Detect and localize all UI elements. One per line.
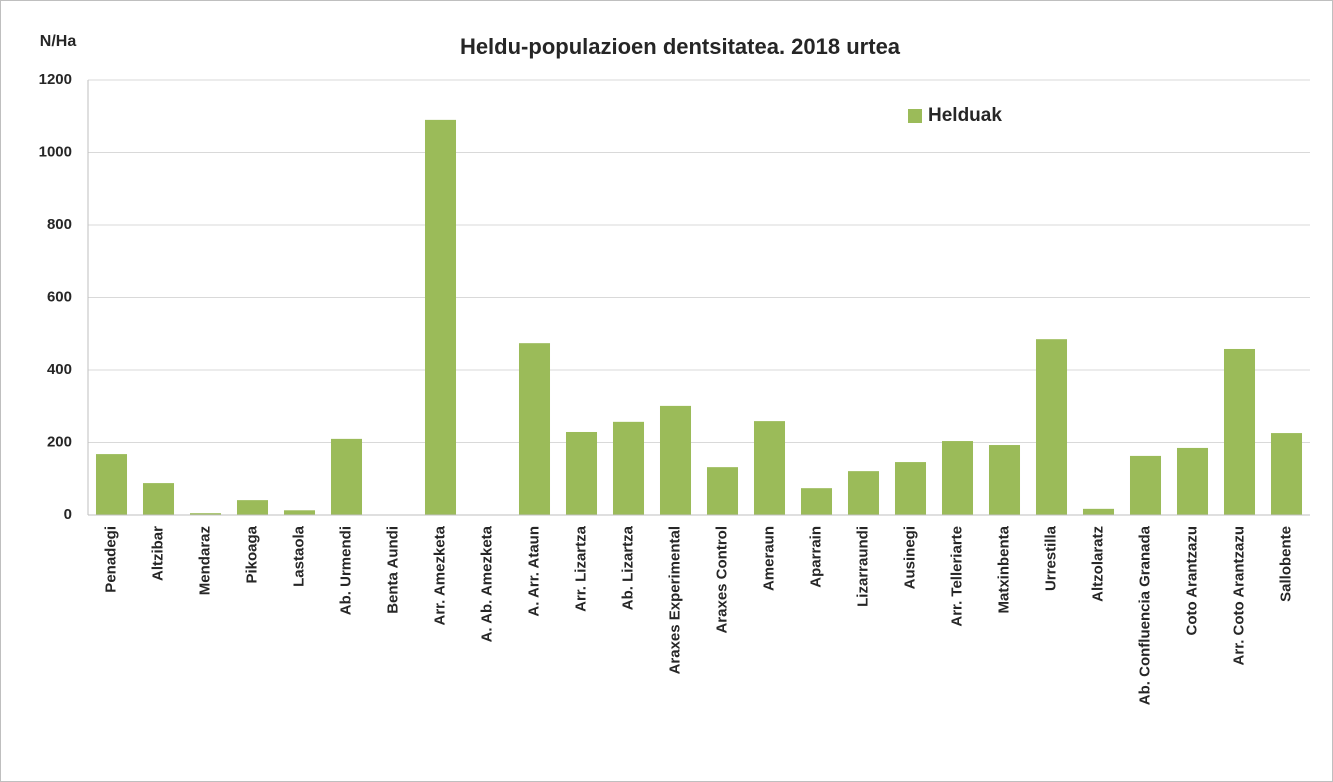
- y-tick-label: 1000: [39, 143, 72, 160]
- x-tick-label: Arr. Lizartza: [572, 525, 589, 612]
- x-tick-label: Lastaola: [290, 525, 307, 587]
- x-tick-label: A. Ab. Amezketa: [478, 525, 495, 642]
- x-tick-label: Altzibar: [149, 526, 166, 581]
- bar: [1035, 339, 1068, 515]
- x-tick-label: Penadegi: [102, 526, 119, 593]
- x-tick-label: Ab. Confluencia Granada: [1136, 525, 1153, 705]
- x-tick-label: Pikoaga: [243, 525, 260, 583]
- x-tick-label: Lizarraundi: [854, 526, 871, 607]
- x-tick-label: Aparrain: [807, 526, 824, 588]
- bar: [189, 513, 222, 515]
- y-tick-label: 1200: [39, 71, 72, 88]
- y-tick-label: 200: [47, 433, 72, 450]
- chart-title: Heldu-populazioen dentsitatea. 2018 urte…: [460, 34, 901, 59]
- x-tick-label: Sallobente: [1277, 526, 1294, 602]
- bar: [988, 445, 1021, 515]
- x-tick-label: Matxinbenta: [995, 525, 1012, 613]
- bar: [565, 431, 598, 515]
- x-tick-label: Arr. Telleriarte: [948, 526, 965, 627]
- y-tick-label: 400: [47, 361, 72, 378]
- x-tick-label: Ab. Lizartza: [619, 525, 636, 610]
- bar: [424, 119, 457, 515]
- x-tick-label: Coto Arantzazu: [1183, 526, 1200, 635]
- bar: [1223, 348, 1256, 515]
- x-tick-label: Arr. Coto Arantzazu: [1230, 526, 1247, 665]
- legend-label: Helduak: [928, 105, 1002, 126]
- bar: [1270, 433, 1303, 515]
- x-tick-label: A. Arr. Ataun: [525, 526, 542, 617]
- y-tick-label: 0: [64, 506, 72, 523]
- y-tick-label: 800: [47, 216, 72, 233]
- bar: [1176, 447, 1209, 515]
- bar: [142, 483, 175, 515]
- bar: [612, 421, 645, 515]
- y-tick-label: 600: [47, 288, 72, 305]
- x-tick-label: Ab. Urmendi: [337, 526, 354, 615]
- bar: [1129, 455, 1162, 515]
- x-tick-label: Araxes Control: [713, 526, 730, 634]
- bar: [330, 438, 363, 515]
- x-tick-label: Mendaraz: [196, 526, 213, 595]
- bar: [518, 343, 551, 515]
- bar: [659, 405, 692, 515]
- bar: [941, 441, 974, 515]
- bar: [753, 421, 786, 515]
- legend-swatch: [908, 109, 922, 123]
- bar: [283, 510, 316, 515]
- bar: [706, 467, 739, 515]
- x-tick-label: Ausinegi: [901, 526, 918, 589]
- x-tick-label: Urrestilla: [1042, 525, 1059, 591]
- y-axis-label: N/Ha: [40, 33, 77, 50]
- bar: [95, 454, 128, 515]
- x-tick-label: Araxes Experimental: [666, 526, 683, 674]
- bar: [236, 500, 269, 515]
- bar: [847, 471, 880, 515]
- bar: [800, 488, 833, 515]
- x-tick-label: Ameraun: [760, 526, 777, 591]
- x-tick-label: Altzolaratz: [1089, 526, 1106, 602]
- bar: [894, 462, 927, 515]
- x-tick-label: Arr. Amezketa: [431, 525, 448, 625]
- x-tick-label: Benta Aundi: [384, 526, 401, 614]
- bar: [1082, 508, 1115, 515]
